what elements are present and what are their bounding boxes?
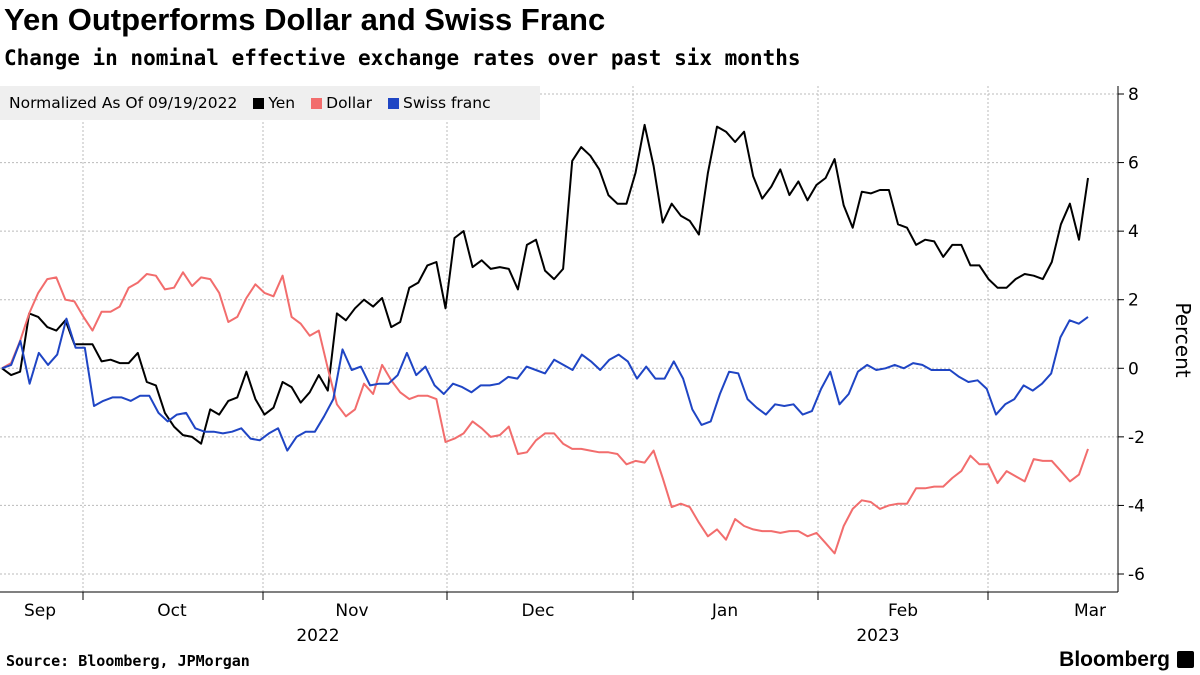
x-tick-label: Mar	[1074, 601, 1106, 621]
legend-item-dollar: Dollar	[311, 94, 372, 112]
bloomberg-logo: Bloomberg	[1059, 648, 1170, 671]
legend: Normalized As Of 09/19/2022 Yen Dollar S…	[0, 86, 540, 120]
x-tick-label: Dec	[522, 601, 555, 621]
bloomberg-chart-icon	[1177, 651, 1194, 668]
chart-title: Yen Outperforms Dollar and Swiss Franc	[4, 2, 606, 37]
x-tick-label: Sep	[24, 601, 56, 621]
x-tick-label: Nov	[335, 601, 368, 621]
legend-swatch-yen	[253, 97, 265, 109]
series-line-yen	[1, 123, 1089, 445]
x-tick-label: Feb	[888, 601, 918, 621]
y-tick-label: 6	[1128, 154, 1139, 174]
y-tick-label: -4	[1128, 496, 1145, 516]
series-line-swiss-franc	[1, 316, 1089, 452]
year-label: 2023	[856, 626, 899, 646]
x-tick-label: Jan	[711, 601, 738, 621]
series-line-dollar	[1, 271, 1089, 555]
legend-item-swiss-franc: Swiss franc	[388, 94, 491, 112]
y-axis-label: Percent	[1171, 302, 1195, 377]
y-tick-label: 8	[1128, 85, 1139, 105]
legend-title: Normalized As Of 09/19/2022	[9, 94, 238, 112]
y-tick-label: -6	[1128, 565, 1145, 585]
y-tick-label: -2	[1128, 428, 1145, 448]
legend-swatch-swiss-franc	[388, 97, 400, 109]
chart-subtitle: Change in nominal effective exchange rat…	[4, 46, 801, 70]
source-note: Source: Bloomberg, JPMorgan	[6, 652, 250, 670]
y-tick-label: 0	[1128, 359, 1139, 379]
y-tick-label: 4	[1128, 222, 1139, 242]
y-tick-label: 2	[1128, 291, 1139, 311]
legend-swatch-dollar	[311, 97, 323, 109]
year-label: 2022	[296, 626, 339, 646]
legend-item-yen: Yen	[253, 94, 295, 112]
x-tick-label: Oct	[157, 601, 187, 621]
